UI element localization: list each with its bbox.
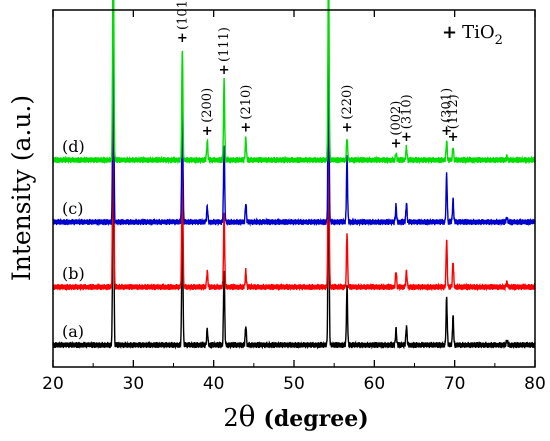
legend-subscript: 2	[495, 33, 503, 48]
peak-label: (002)	[389, 101, 404, 136]
series-label: (c)	[62, 199, 83, 218]
series-line-2	[52, 0, 536, 227]
series-label: (d)	[62, 137, 85, 156]
x-axis: 20 30 40 50 60 70 80	[42, 10, 546, 394]
peak-annotations: +(110)+(101)+(200)+(111)+(210)+(211)+(22…	[175, 0, 461, 152]
x-tick-label: 40	[203, 374, 225, 394]
peak-marker: +	[219, 63, 230, 78]
series-line-1	[52, 32, 536, 292]
x-axis-title: 2θ (degree)	[223, 400, 368, 433]
peak-label: (301)	[440, 88, 455, 123]
peak-marker: +	[240, 121, 251, 136]
x-tick-label: 20	[42, 374, 64, 394]
peak-label: (111)	[217, 27, 232, 62]
peak-label: (210)	[239, 85, 254, 120]
x-tick-label: 70	[444, 374, 466, 394]
peak-marker: +	[441, 124, 452, 139]
x-tick-label: 80	[524, 374, 546, 394]
series-layer	[52, 0, 536, 350]
peak-label: (101)	[175, 0, 190, 30]
x-tick-label: 50	[283, 374, 305, 394]
series-label: (a)	[62, 322, 84, 341]
series-label: (b)	[62, 264, 85, 283]
x-axis-title-prefix: 2	[223, 404, 238, 432]
plus-marker: +	[442, 22, 457, 43]
plot-frame	[52, 9, 536, 368]
peak-marker: +	[391, 137, 402, 152]
peak-label: (310)	[399, 94, 414, 129]
peak-marker: +	[342, 121, 353, 136]
peak-marker: +	[177, 31, 188, 46]
theta-symbol: θ	[239, 400, 256, 433]
peak-marker: +	[401, 130, 412, 145]
legend: + TiO2	[442, 22, 503, 48]
peak-label: (200)	[200, 88, 215, 123]
x-axis-title-unit: (degree)	[263, 406, 368, 432]
peak-label: (112)	[446, 94, 461, 129]
series-labels: (a) (b) (c) (d)	[62, 137, 85, 341]
x-tick-label: 30	[123, 374, 145, 394]
series-line-0	[52, 92, 536, 350]
x-tick-label: 60	[364, 374, 386, 394]
series-line-3	[52, 0, 536, 165]
y-axis-title: Intensity (a.u.)	[7, 95, 36, 281]
peak-marker: +	[448, 130, 459, 145]
peak-marker: +	[202, 124, 213, 139]
legend-text: TiO	[462, 22, 495, 43]
peak-label: (220)	[340, 85, 355, 120]
legend-entry: + TiO2	[442, 22, 503, 48]
